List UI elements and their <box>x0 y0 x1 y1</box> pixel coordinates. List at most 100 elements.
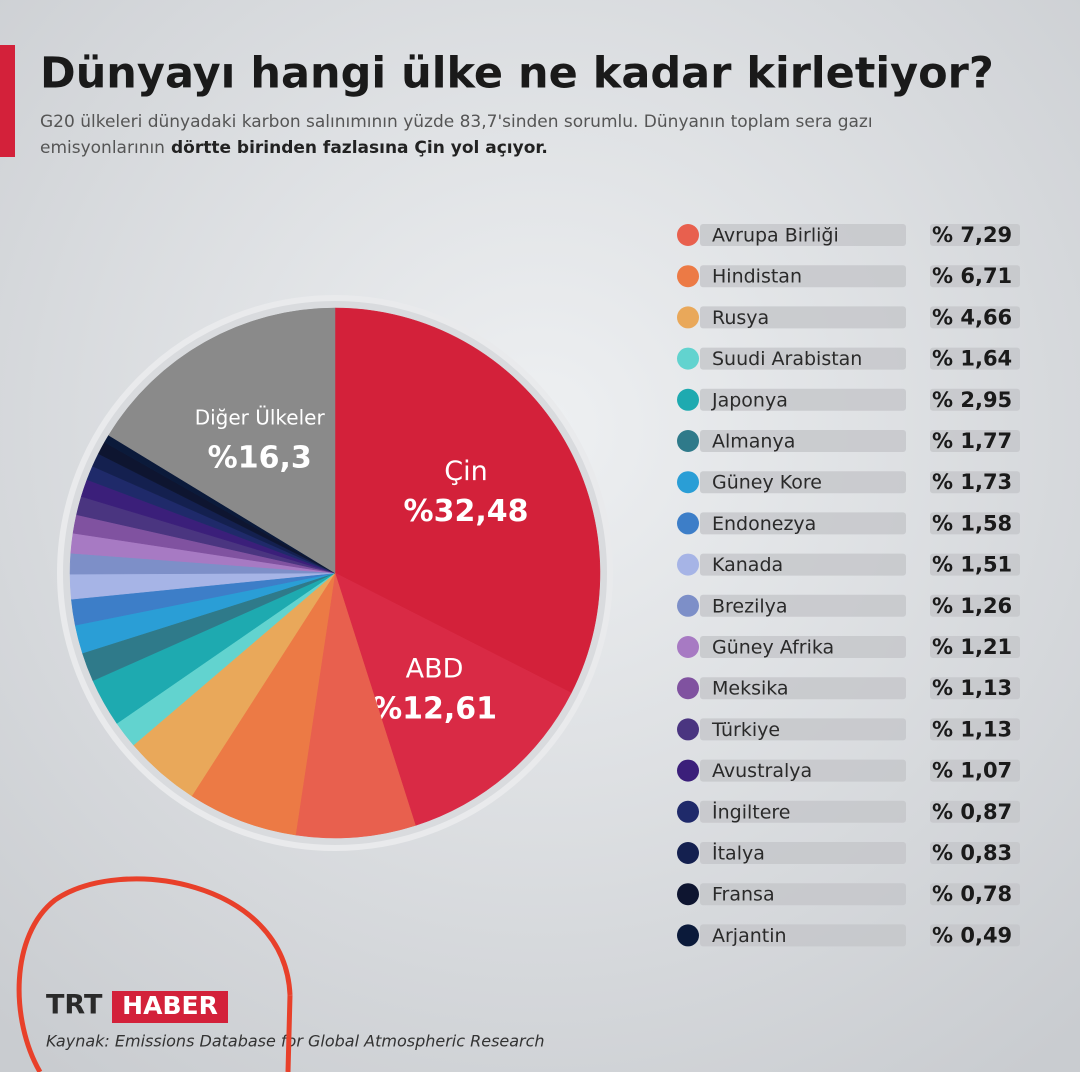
legend-value: % 1,73 <box>932 470 1012 494</box>
legend-label: Avrupa Birliği <box>712 225 839 247</box>
legend-swatch <box>677 924 699 947</box>
legend-bar <box>700 553 906 576</box>
legend-label: Kanada <box>712 554 783 576</box>
legend-value: % 2,95 <box>932 388 1012 412</box>
slice-name: Çin <box>444 456 487 487</box>
legend-value: % 6,71 <box>932 264 1012 288</box>
legend-swatch <box>677 224 699 246</box>
legend-bar <box>700 800 906 823</box>
legend-bar <box>700 759 906 782</box>
legend-bar <box>930 800 1020 823</box>
legend-bar <box>930 677 1020 700</box>
slice-name: ABD <box>406 654 464 685</box>
legend-label: İtalya <box>712 842 765 865</box>
legend-label: Endonezya <box>712 513 816 535</box>
legend-swatch <box>677 512 699 535</box>
pie-slice <box>108 307 336 574</box>
legend-label: Almanya <box>712 431 795 453</box>
legend-bar <box>930 306 1020 329</box>
legend-bar <box>930 224 1020 246</box>
pie-slice <box>295 572 416 839</box>
logo-left: TRT <box>46 990 103 1021</box>
legend-bar <box>700 594 906 617</box>
legend-value: % 1,64 <box>932 347 1012 371</box>
legend-swatch <box>677 388 699 411</box>
subtitle-line: emisyonlarının <box>40 138 165 158</box>
legend-bar <box>930 636 1020 658</box>
legend-bar <box>700 388 906 411</box>
legend-swatch <box>677 430 699 452</box>
legend-value: % 1,26 <box>932 594 1012 618</box>
legend-swatch <box>677 800 699 823</box>
legend-swatch <box>677 718 699 741</box>
legend-value: % 1,58 <box>932 511 1012 535</box>
legend-value: % 1,51 <box>932 553 1012 577</box>
legend-bar <box>700 347 906 370</box>
legend-swatch <box>677 883 699 906</box>
legend-bar <box>700 842 906 864</box>
legend-bar <box>930 759 1020 782</box>
legend-label: Güney Kore <box>712 472 822 494</box>
legend-bar <box>930 512 1020 535</box>
slice-value: %16,3 <box>208 441 312 476</box>
legend-bar <box>930 265 1020 288</box>
legend-label: Türkiye <box>711 719 780 741</box>
legend-swatch <box>677 265 699 288</box>
legend-label: Suudi Arabistan <box>712 348 862 370</box>
legend-swatch <box>677 677 699 700</box>
logo-badge <box>112 991 228 1023</box>
legend-swatch <box>677 594 699 617</box>
legend-bar <box>930 594 1020 617</box>
legend-value: % 0,49 <box>932 923 1012 947</box>
legend-label: Avustralya <box>712 760 812 782</box>
legend-label: Japonya <box>711 389 788 411</box>
legend-bar <box>700 306 906 329</box>
pie-slice <box>191 572 336 836</box>
slice-name: Diğer Ülkeler <box>195 406 326 430</box>
annotation-circle <box>16 876 293 1072</box>
legend-bar <box>700 512 906 535</box>
legend-swatch <box>677 636 699 658</box>
legend-bar <box>700 636 906 658</box>
legend-label: Arjantin <box>712 925 787 947</box>
legend-label: Güney Afrika <box>712 637 834 659</box>
legend-bar <box>930 718 1020 741</box>
legend-bar <box>700 883 906 906</box>
legend-swatch <box>677 842 699 864</box>
legend-value: % 7,29 <box>932 223 1012 247</box>
legend-label: Meksika <box>712 678 789 700</box>
slice-value: %32,48 <box>404 494 529 529</box>
legend-label: Brezilya <box>712 595 788 617</box>
legend-bar <box>930 388 1020 411</box>
legend-bar <box>700 471 906 494</box>
legend-label: Fransa <box>712 884 775 906</box>
legend-value: % 1,21 <box>932 635 1012 659</box>
slice-value: %12,61 <box>372 692 497 727</box>
legend-bar <box>700 924 906 947</box>
legend-label: İngiltere <box>712 800 791 823</box>
legend-value: % 4,66 <box>932 305 1012 329</box>
legend-bar <box>700 718 906 741</box>
legend-value: % 1,07 <box>932 759 1012 783</box>
subtitle-line: G20 ülkeleri dünyadaki karbon salınımını… <box>40 112 873 132</box>
pie-slice <box>334 307 601 694</box>
legend-value: % 0,83 <box>932 841 1012 865</box>
legend-value: % 1,77 <box>932 429 1012 453</box>
legend-value: % 1,13 <box>932 717 1012 741</box>
legend-value: % 0,87 <box>932 800 1012 824</box>
legend-bar <box>930 430 1020 452</box>
legend-bar <box>700 677 906 700</box>
legend-bar <box>930 553 1020 576</box>
legend-swatch <box>677 306 699 329</box>
subtitle-bold: dörtte birinden fazlasına Çin yol açıyor… <box>171 138 548 158</box>
legend-swatch <box>677 471 699 494</box>
title: Dünyayı hangi ülke ne kadar kirletiyor? <box>40 49 994 99</box>
legend-swatch <box>677 553 699 576</box>
legend-label: Hindistan <box>712 266 802 288</box>
source: Kaynak: Emissions Database for Global At… <box>46 1032 545 1051</box>
accent-bar <box>0 45 15 157</box>
subtitle: G20 ülkeleri dünyadaki karbon salınımını… <box>40 112 873 132</box>
legend-bar <box>930 924 1020 947</box>
legend-swatch <box>677 347 699 370</box>
